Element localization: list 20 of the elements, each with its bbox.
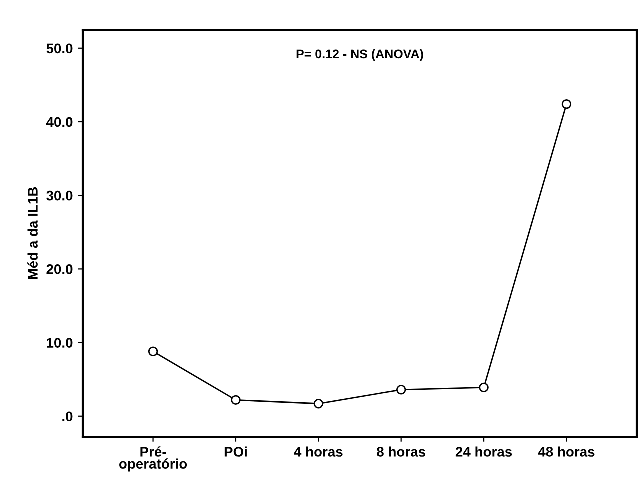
y-axis-title: Méd a da IL1B xyxy=(28,187,38,280)
y-tick-label: 20.0 xyxy=(46,264,73,274)
x-tick-label: 24 horas xyxy=(456,446,512,457)
y-tick-label: 10.0 xyxy=(47,338,73,348)
point xyxy=(148,346,158,356)
point xyxy=(396,385,406,395)
x-tick-label: 48 horas xyxy=(538,446,595,457)
y-tick-label: 40.0 xyxy=(46,117,73,128)
x-tick-label: POi xyxy=(224,446,247,457)
y-tick-label: 50.0 xyxy=(46,44,73,54)
point xyxy=(479,382,489,393)
point xyxy=(562,99,572,110)
annotation: P= 0.12 - NS (ANOVA) xyxy=(296,49,424,62)
x-tick-label: Pré- operatório xyxy=(119,446,188,472)
point xyxy=(314,399,324,409)
x-tick-label: 8 horas xyxy=(377,446,426,457)
x-tick-label: 4 horas xyxy=(294,446,343,457)
point xyxy=(231,395,241,406)
y-tick-label: .0 xyxy=(62,412,73,422)
y-tick-label: 30.0 xyxy=(46,190,73,201)
